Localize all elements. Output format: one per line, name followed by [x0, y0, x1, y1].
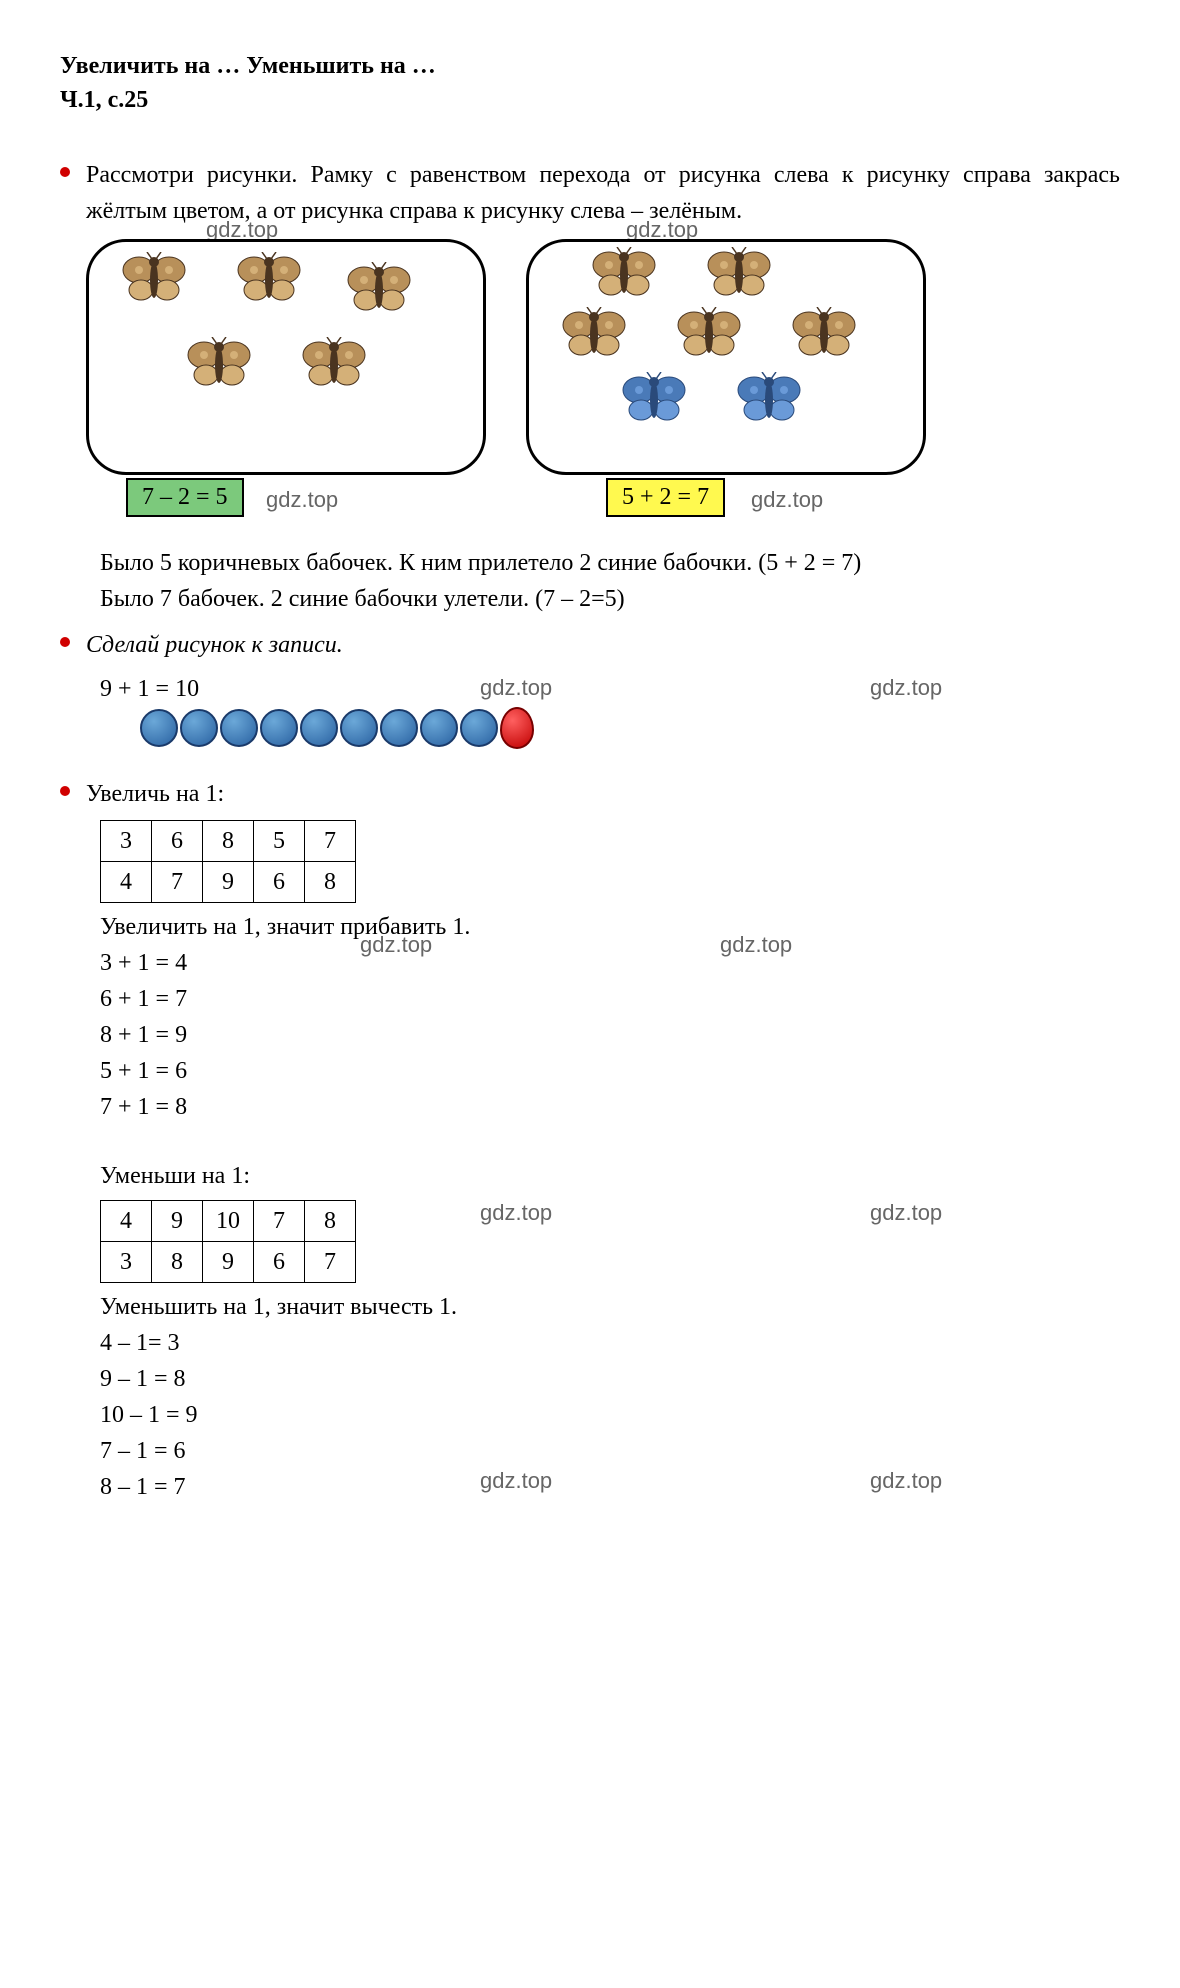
bullet-icon	[60, 167, 70, 177]
red-circle-icon	[500, 707, 534, 749]
watermark: gdz.top	[870, 671, 942, 704]
brown-butterfly-icon	[184, 337, 254, 392]
increase-lines: 3 + 1 = 46 + 1 = 78 + 1 = 95 + 1 = 67 + …	[100, 945, 1120, 1125]
table-cell: 7	[305, 821, 356, 862]
page-title: Увеличить на … Уменьшить на … Ч.1, с.25	[60, 50, 1120, 117]
butterfly-panels: gdz.top	[86, 239, 1120, 475]
blue-circle-icon	[180, 709, 218, 747]
brown-butterfly-icon	[559, 307, 629, 362]
left-equation-box: 7 – 2 = 5	[126, 478, 244, 517]
decrease-note: Уменьшить на 1, значит вычесть 1.	[100, 1289, 1120, 1325]
table-cell: 6	[152, 821, 203, 862]
table-cell: 8	[203, 821, 254, 862]
equation-line: 10 – 1 = 9	[100, 1397, 1120, 1433]
table-cell: 3	[101, 1242, 152, 1283]
circles-row	[140, 707, 1120, 749]
table-cell: 8	[305, 862, 356, 903]
table-cell: 6	[254, 1242, 305, 1283]
brown-butterfly-icon	[674, 307, 744, 362]
decrease-table: 49107838967	[100, 1200, 356, 1283]
blue-circle-icon	[460, 709, 498, 747]
task-2: Сделай рисунок к записи.	[60, 627, 1120, 663]
blue-circle-icon	[220, 709, 258, 747]
table-cell: 9	[203, 862, 254, 903]
table-cell: 3	[101, 821, 152, 862]
watermark: gdz.top	[751, 487, 823, 513]
watermark: gdz.top	[360, 928, 432, 961]
watermark: gdz.top	[480, 671, 552, 704]
left-equation: 7 – 2 = 5	[142, 484, 228, 510]
equation-line: 3 + 1 = 4	[100, 945, 1120, 981]
decrease-label: Уменьши на 1:	[100, 1158, 1120, 1194]
table-cell: 6	[254, 862, 305, 903]
explain-line-2: Было 7 бабочек. 2 синие бабочки улетели.…	[100, 581, 1120, 617]
table-cell: 10	[203, 1201, 254, 1242]
table-cell: 9	[203, 1242, 254, 1283]
equation-line: 9 – 1 = 8	[100, 1361, 1120, 1397]
brown-butterfly-icon	[589, 247, 659, 302]
increase-note: Увеличить на 1, значит прибавить 1.	[100, 909, 1120, 945]
brown-butterfly-icon	[704, 247, 774, 302]
left-panel: gdz.top	[86, 239, 486, 475]
explain-line-1: Было 5 коричневых бабочек. К ним прилете…	[100, 545, 1120, 581]
task-2-content: 9 + 1 = 10 gdz.top gdz.top	[100, 671, 1120, 749]
blue-circle-icon	[260, 709, 298, 747]
blue-butterfly-icon	[619, 372, 689, 427]
blue-butterfly-icon	[734, 372, 804, 427]
increase-label: Увеличь на 1:	[86, 776, 224, 812]
equation-line: 5 + 1 = 6	[100, 1053, 1120, 1089]
watermark: gdz.top	[266, 487, 338, 513]
watermark: gdz.top	[870, 1196, 942, 1229]
right-equation-box: 5 + 2 = 7	[606, 478, 725, 517]
watermark: gdz.top	[720, 928, 792, 961]
table-cell: 8	[305, 1201, 356, 1242]
equation-line: 7 + 1 = 8	[100, 1089, 1120, 1125]
task-1-explanation: Было 5 коричневых бабочек. К ним прилете…	[100, 545, 1120, 617]
bullet-icon	[60, 786, 70, 796]
increase-table: 3685747968	[100, 820, 356, 903]
table-cell: 5	[254, 821, 305, 862]
watermark: gdz.top	[870, 1464, 942, 1497]
table-cell: 7	[254, 1201, 305, 1242]
table-cell: 7	[305, 1242, 356, 1283]
title-line-1: Увеличить на … Уменьшить на …	[60, 53, 436, 79]
table-cell: 4	[101, 862, 152, 903]
task-3: Увеличь на 1:	[60, 776, 1120, 812]
brown-butterfly-icon	[234, 252, 304, 307]
title-line-2: Ч.1, с.25	[60, 87, 148, 113]
right-frame	[526, 239, 926, 475]
table-cell: 8	[152, 1242, 203, 1283]
table-cell: 9	[152, 1201, 203, 1242]
table-cell: 7	[152, 862, 203, 903]
watermark: gdz.top	[480, 1464, 552, 1497]
decrease-lines: 4 – 1= 39 – 1 = 810 – 1 = 97 – 1 = 68 – …	[100, 1325, 1120, 1505]
blue-circle-icon	[340, 709, 378, 747]
blue-circle-icon	[380, 709, 418, 747]
table-cell: 4	[101, 1201, 152, 1242]
right-equation: 5 + 2 = 7	[622, 484, 709, 510]
right-panel: gdz.top	[526, 239, 926, 475]
bullet-icon	[60, 637, 70, 647]
increase-section: 3685747968 Увеличить на 1, значит прибав…	[100, 820, 1120, 1125]
left-frame	[86, 239, 486, 475]
equation-line: 4 – 1= 3	[100, 1325, 1120, 1361]
blue-circle-icon	[420, 709, 458, 747]
brown-butterfly-icon	[789, 307, 859, 362]
watermark: gdz.top	[480, 1196, 552, 1229]
equation-line: 7 – 1 = 6	[100, 1433, 1120, 1469]
brown-butterfly-icon	[344, 262, 414, 317]
equation-line: 6 + 1 = 7	[100, 981, 1120, 1017]
blue-circle-icon	[300, 709, 338, 747]
equation-line: 8 + 1 = 9	[100, 1017, 1120, 1053]
task-2-equation: 9 + 1 = 10	[100, 671, 1120, 707]
task-2-label: Сделай рисунок к записи.	[86, 627, 343, 663]
brown-butterfly-icon	[119, 252, 189, 307]
equation-line: 8 – 1 = 7	[100, 1469, 1120, 1505]
brown-butterfly-icon	[299, 337, 369, 392]
decrease-section: Уменьши на 1: gdz.top gdz.top 4910783896…	[100, 1158, 1120, 1505]
blue-circle-icon	[140, 709, 178, 747]
